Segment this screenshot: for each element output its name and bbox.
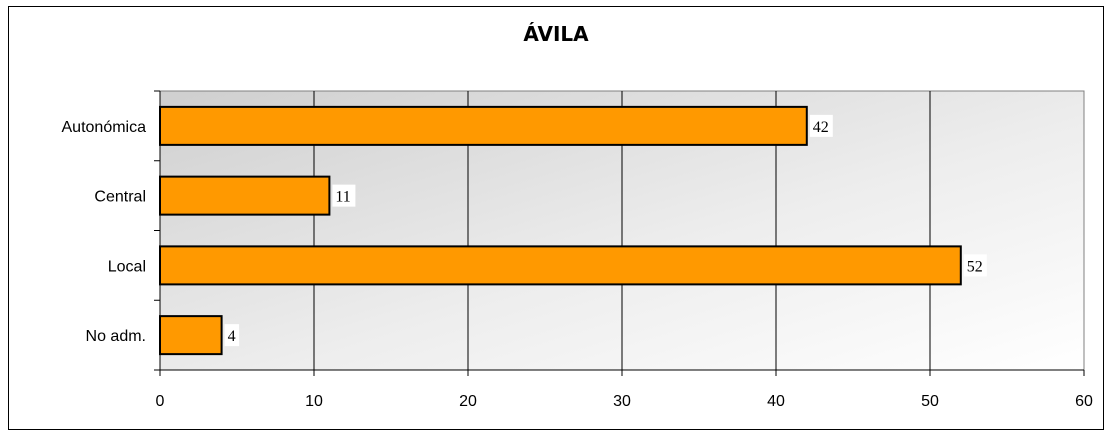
bar — [159, 175, 331, 216]
data-label: 42 — [813, 119, 829, 136]
chart-title: ÁVILA — [523, 22, 589, 46]
data-label-bg — [963, 254, 987, 277]
x-tick-label: 60 — [1075, 393, 1093, 410]
x-tick-label: 20 — [459, 393, 477, 410]
category-label: Autonómica — [62, 119, 147, 136]
data-label: 4 — [228, 328, 236, 345]
x-tick-label: 0 — [156, 393, 165, 410]
x-tick-label: 40 — [767, 393, 785, 410]
bar — [159, 105, 808, 146]
data-label: 52 — [967, 258, 983, 275]
x-tick-label: 10 — [305, 393, 323, 410]
data-label-bg — [332, 184, 356, 207]
category-label: No adm. — [86, 328, 146, 345]
bar — [159, 315, 223, 356]
data-label-bg — [809, 114, 833, 137]
x-tick-label: 50 — [921, 393, 939, 410]
data-label-bg — [224, 324, 240, 347]
data-label: 11 — [335, 189, 350, 206]
category-label: Local — [108, 258, 146, 275]
category-label: Central — [94, 189, 146, 206]
bar — [159, 245, 962, 286]
x-tick-label: 30 — [613, 393, 631, 410]
